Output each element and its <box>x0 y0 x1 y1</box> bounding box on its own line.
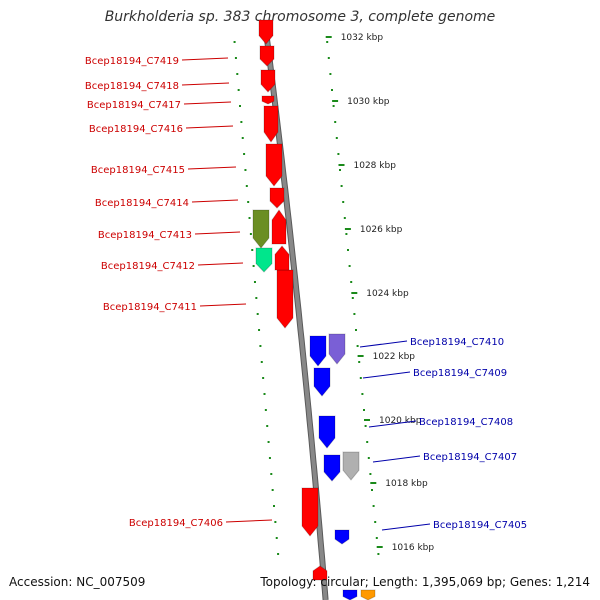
label-connector <box>181 57 229 61</box>
label-connector <box>372 455 421 463</box>
label-connector <box>368 420 417 428</box>
reverse-gene-arrow <box>323 454 341 482</box>
forward-gene-arrow <box>265 143 283 187</box>
forward-gene-arrow <box>259 45 275 67</box>
reverse-gene-arrow <box>342 451 360 481</box>
label-connector <box>197 262 244 266</box>
forward-gene-arrow <box>252 209 270 249</box>
label-connector <box>183 101 232 105</box>
scale-label: 1022 kbp <box>373 352 416 362</box>
reverse-gene-arrow <box>342 589 358 600</box>
forward-gene-arrow <box>301 487 319 537</box>
scale-label: 1030 kbp <box>347 97 390 107</box>
reverse-gene-label: Bcep18194_C7409 <box>413 368 507 379</box>
forward-gene-arrow <box>276 269 294 329</box>
forward-gene-arrow <box>312 565 328 581</box>
forward-gene-arrow <box>261 95 275 105</box>
reverse-gene-label: Bcep18194_C7408 <box>419 417 513 428</box>
map-title: Burkholderia sp. 383 chromosome 3, compl… <box>104 9 496 25</box>
reverse-gene-label: Bcep18194_C7407 <box>423 452 517 463</box>
reverse-gene-arrow <box>309 335 327 367</box>
forward-gene-arrow <box>260 69 276 93</box>
label-connector <box>225 519 273 523</box>
accession-text: Accession: NC_007509 <box>9 575 146 589</box>
label-connector <box>199 303 247 307</box>
forward-gene-arrow <box>255 247 273 273</box>
scale-label: 1028 kbp <box>354 161 397 171</box>
scale-label: 1024 kbp <box>366 289 409 299</box>
forward-gene-arrow <box>271 209 287 245</box>
label-connector <box>181 82 230 86</box>
forward-gene-label: Bcep18194_C7406 <box>129 518 223 529</box>
forward-gene-label: Bcep18194_C7414 <box>95 198 189 209</box>
scale-label: 1018 kbp <box>385 479 428 489</box>
forward-gene-arrow <box>274 245 290 271</box>
reverse-gene-arrow <box>328 333 346 365</box>
forward-gene-label: Bcep18194_C7413 <box>98 230 192 241</box>
reverse-gene-arrow <box>318 415 336 449</box>
label-connector <box>381 523 431 531</box>
forward-gene-label: Bcep18194_C7415 <box>91 165 185 176</box>
reverse-gene-arrow <box>360 589 376 600</box>
forward-gene-label: Bcep18194_C7411 <box>103 302 197 313</box>
genome-summary-text: Topology: circular; Length: 1,395,069 bp… <box>260 575 590 589</box>
scale-label: 1026 kbp <box>360 225 403 235</box>
forward-gene-arrow <box>258 19 274 45</box>
forward-gene-label: Bcep18194_C7417 <box>87 100 181 111</box>
label-connector <box>191 199 239 203</box>
label-connector <box>185 125 234 129</box>
reverse-gene-arrow <box>334 529 350 545</box>
forward-gene-label: Bcep18194_C7418 <box>85 81 179 92</box>
forward-gene-label: Bcep18194_C7416 <box>89 124 183 135</box>
scale-label: 1032 kbp <box>341 33 384 43</box>
label-connector <box>194 231 241 235</box>
forward-gene-arrow <box>269 187 285 209</box>
label-connector <box>359 340 408 348</box>
forward-gene-label: Bcep18194_C7412 <box>101 261 195 272</box>
reverse-gene-label: Bcep18194_C7410 <box>410 337 504 348</box>
label-connector <box>187 166 237 170</box>
reverse-gene-arrow <box>313 367 331 397</box>
scale-label: 1020 kbp <box>379 416 422 426</box>
forward-gene-arrow <box>263 105 279 143</box>
forward-gene-label: Bcep18194_C7419 <box>85 56 179 67</box>
reverse-gene-label: Bcep18194_C7405 <box>433 520 527 531</box>
label-connector <box>362 371 411 379</box>
scale-label: 1016 kbp <box>392 543 435 553</box>
